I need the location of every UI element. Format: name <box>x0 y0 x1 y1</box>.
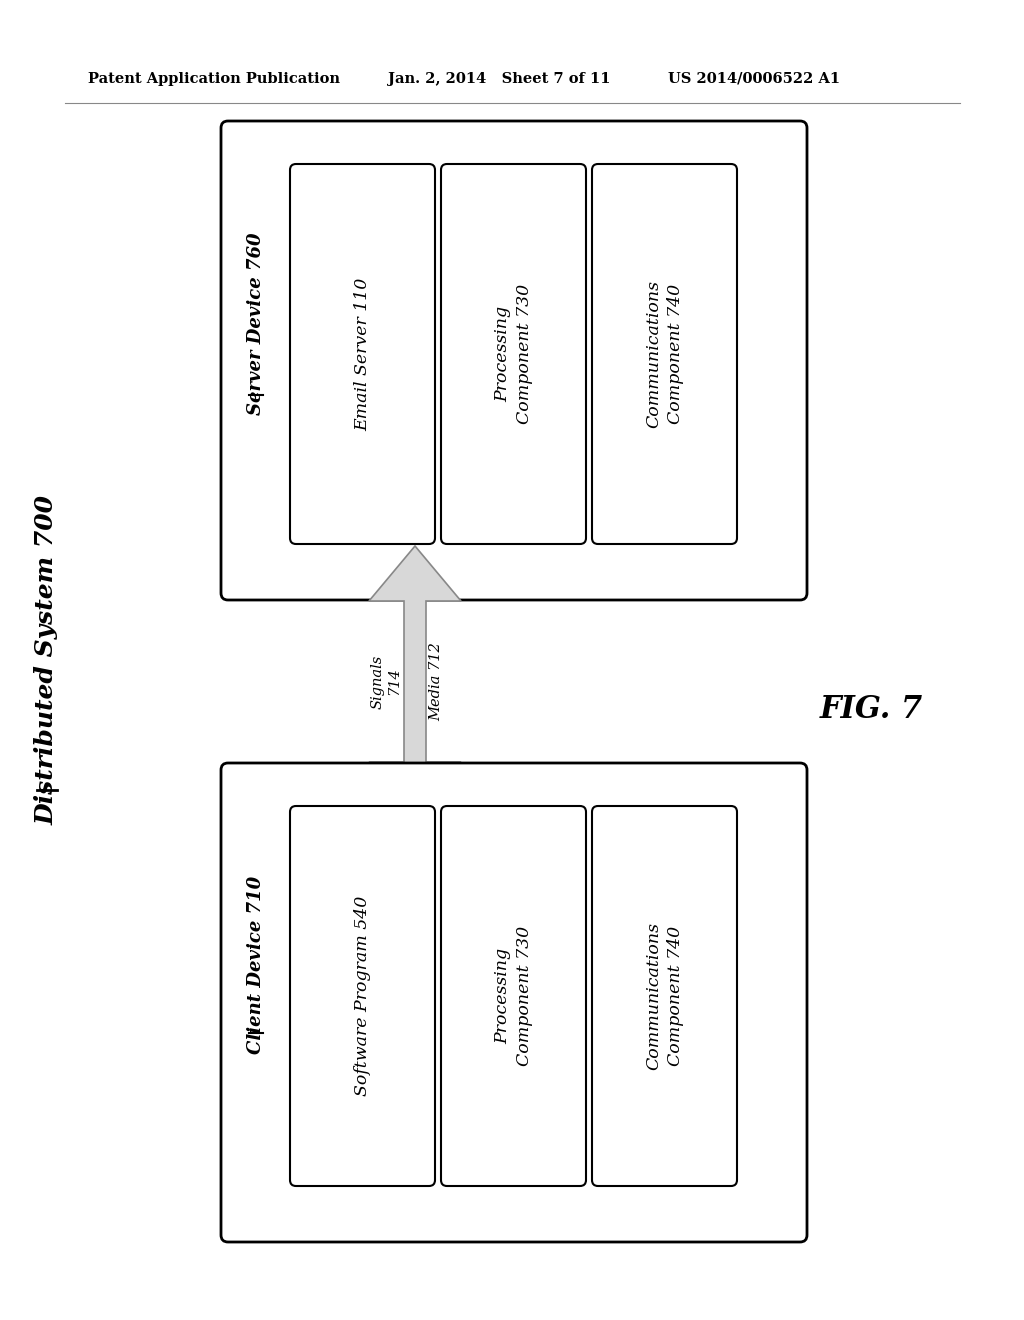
Text: Email Server 110: Email Server 110 <box>354 277 371 430</box>
Text: Patent Application Publication: Patent Application Publication <box>88 73 340 86</box>
Text: Processing
Component 730: Processing Component 730 <box>494 925 534 1067</box>
Text: Media 712: Media 712 <box>429 642 443 721</box>
Text: Communications
Component 740: Communications Component 740 <box>645 921 684 1071</box>
Text: Processing
Component 730: Processing Component 730 <box>494 284 534 424</box>
Text: FIG. 7: FIG. 7 <box>820 694 924 726</box>
Text: Signals
714: Signals 714 <box>371 655 401 709</box>
Polygon shape <box>369 546 461 817</box>
Text: Jan. 2, 2014   Sheet 7 of 11: Jan. 2, 2014 Sheet 7 of 11 <box>388 73 610 86</box>
Text: Communications
Component 740: Communications Component 740 <box>645 280 684 428</box>
FancyBboxPatch shape <box>221 763 807 1242</box>
FancyBboxPatch shape <box>441 807 586 1185</box>
Text: Server Device 760: Server Device 760 <box>247 232 265 414</box>
FancyBboxPatch shape <box>441 164 586 544</box>
Text: US 2014/0006522 A1: US 2014/0006522 A1 <box>668 73 840 86</box>
FancyBboxPatch shape <box>592 807 737 1185</box>
FancyBboxPatch shape <box>221 121 807 601</box>
Text: Distributed System 700: Distributed System 700 <box>35 495 59 825</box>
FancyBboxPatch shape <box>290 807 435 1185</box>
Text: Software Program 540: Software Program 540 <box>354 896 371 1096</box>
FancyBboxPatch shape <box>290 164 435 544</box>
Text: Client Device 710: Client Device 710 <box>247 876 265 1055</box>
FancyBboxPatch shape <box>592 164 737 544</box>
